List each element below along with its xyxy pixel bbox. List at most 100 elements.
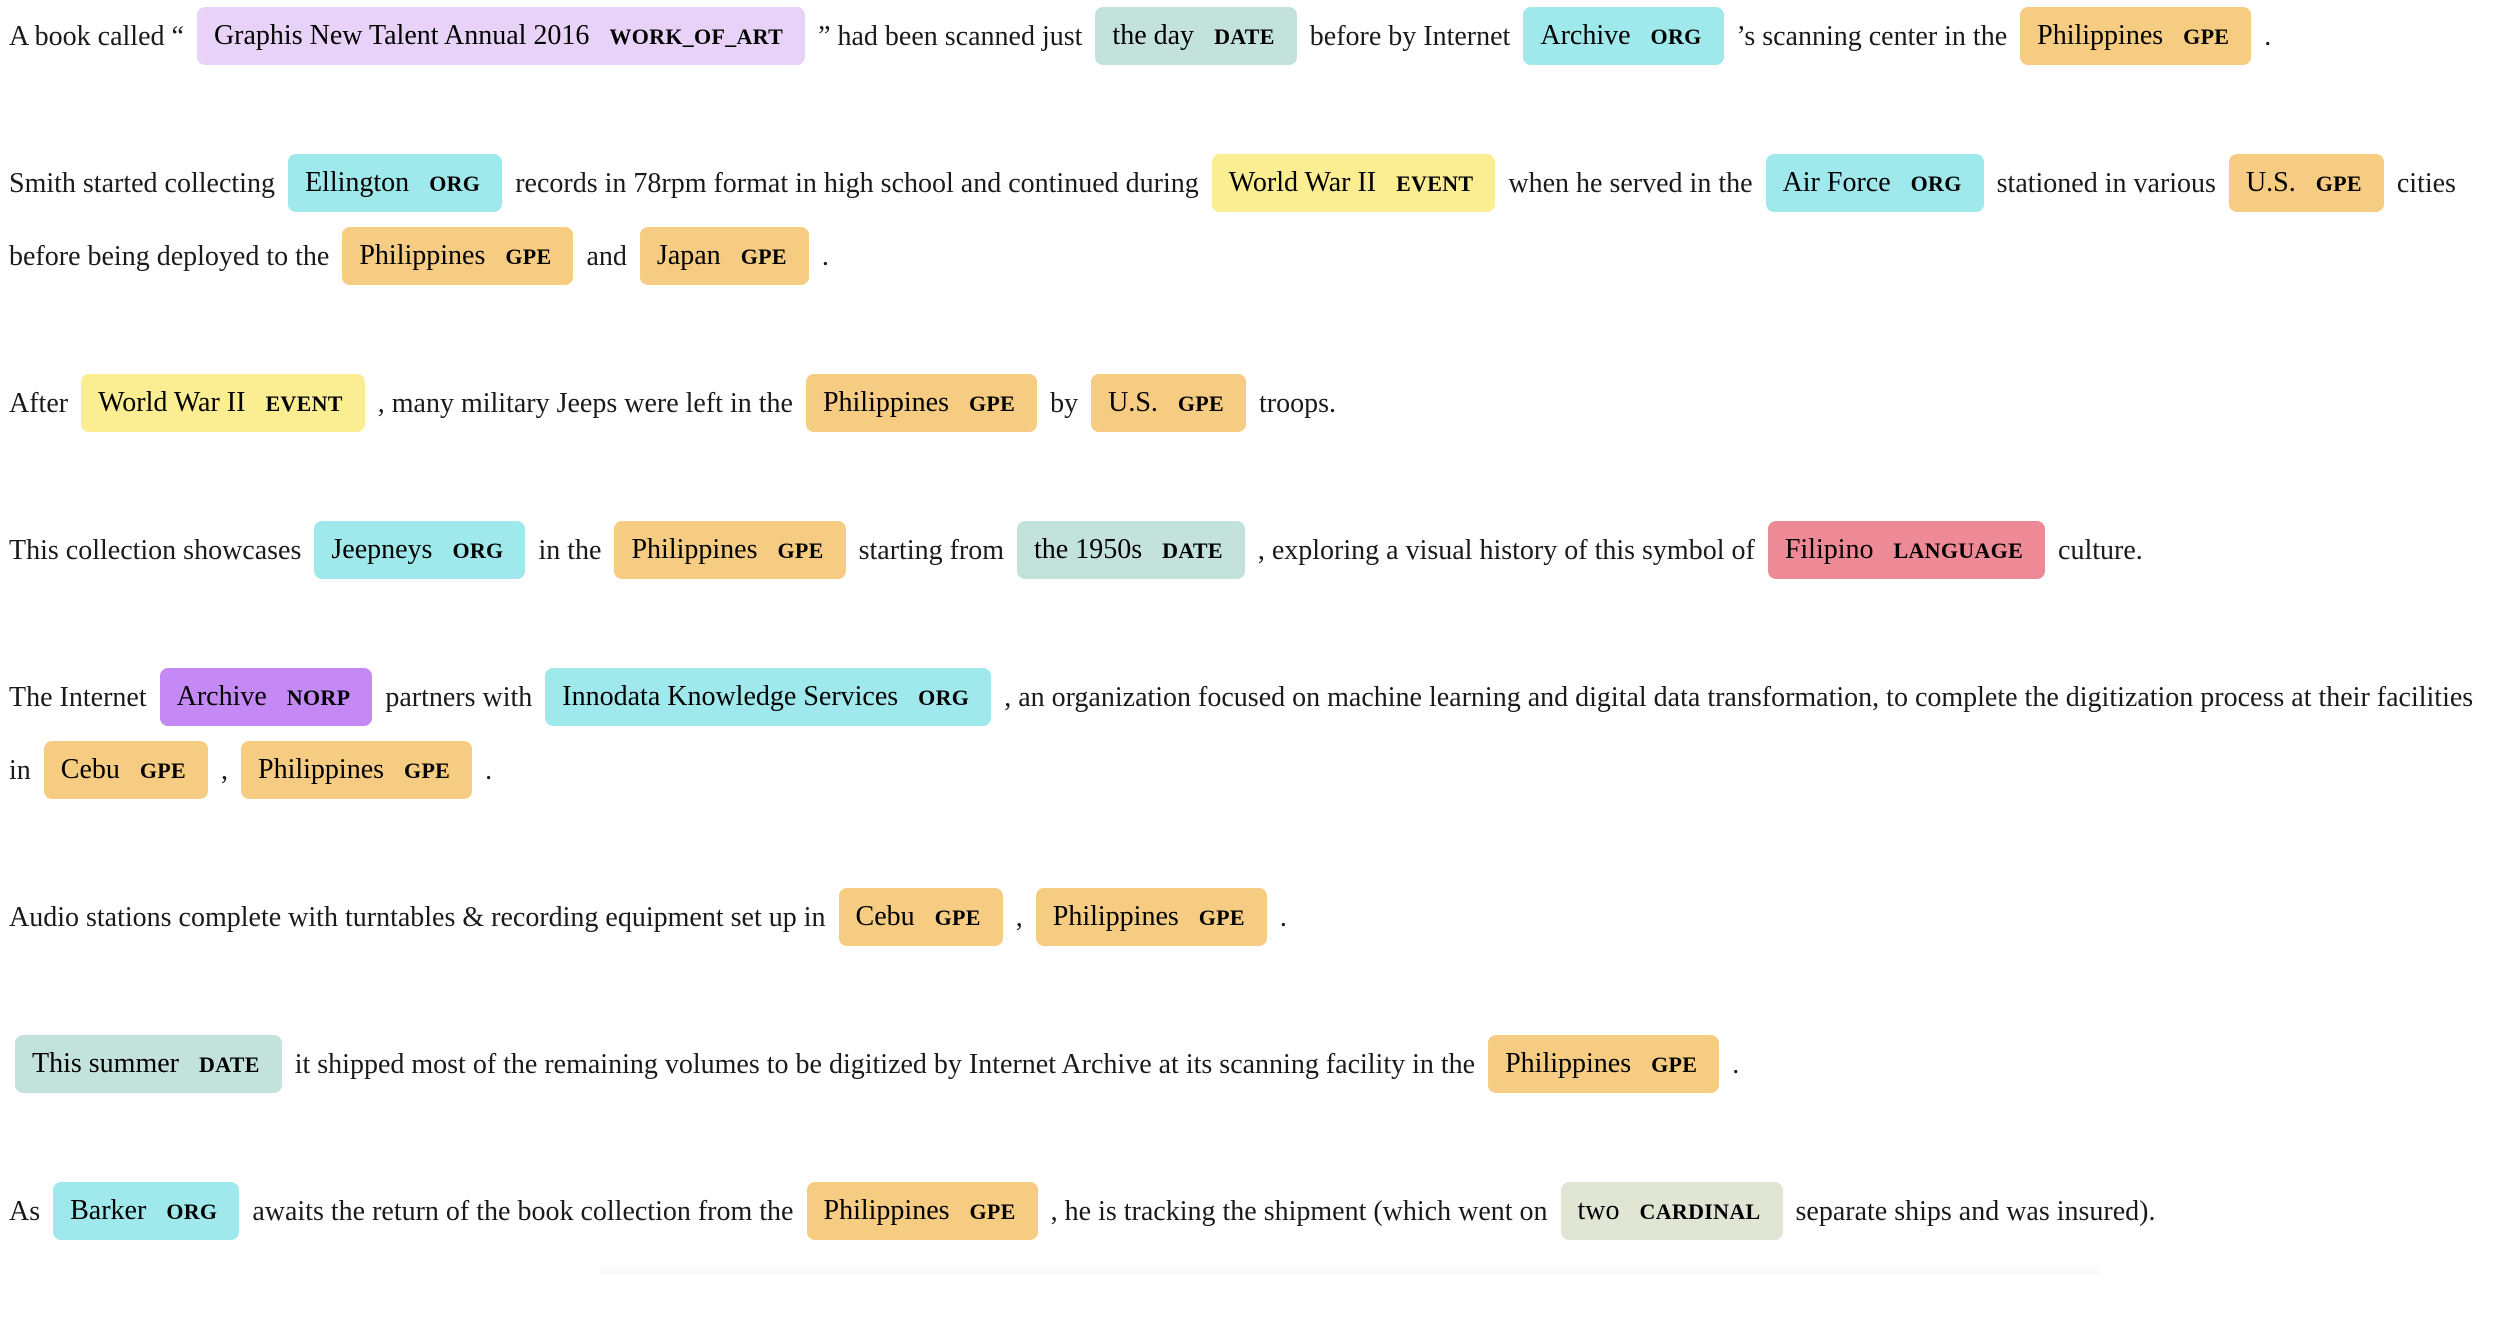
entity-highlight-org: Ellington ORG	[287, 153, 503, 212]
entity-text: Philippines	[823, 1194, 950, 1226]
entity-highlight-gpe: Philippines GPE	[1488, 1034, 1720, 1093]
entity-highlight-gpe: Philippines GPE	[2020, 6, 2252, 65]
entity-annotated-document: A book called “ Graphis New Talent Annua…	[9, 0, 2499, 1322]
entity-highlight-gpe: Japan GPE	[639, 226, 809, 285]
text-segment: and	[586, 241, 627, 272]
entity-highlight-org: Innodata Knowledge Services ORG	[545, 667, 992, 726]
text-segment: before by Internet	[1309, 21, 1511, 52]
text-segment: .	[1279, 902, 1287, 933]
text-segment: cities before being deployed to the	[9, 168, 2456, 272]
text-segment: it shipped most of the remaining volumes…	[294, 1049, 1476, 1080]
entity-label: ORG	[918, 684, 970, 710]
text-segment: records in 78rpm format in high school a…	[515, 168, 1199, 199]
entity-highlight-date: the 1950s DATE	[1017, 520, 1245, 579]
entity-highlight-event: World War II EVENT	[1211, 153, 1496, 212]
text-segment: As	[9, 1196, 41, 1227]
entity-label: ORG	[1910, 170, 1962, 196]
entity-text: Philippines	[631, 533, 758, 565]
entity-highlight-work-of-art: Graphis New Talent Annual 2016 WORK_OF_AR…	[196, 6, 806, 65]
entity-highlight-org: Barker ORG	[53, 1181, 240, 1240]
text-segment: awaits the return of the book collection…	[252, 1196, 794, 1227]
entity-text: Philippines	[1505, 1047, 1632, 1079]
entity-text: World War II	[1228, 166, 1377, 198]
entity-text: U.S.	[2245, 166, 2296, 198]
entity-label: GPE	[1651, 1051, 1698, 1077]
entity-highlight-org: Jeepneys ORG	[314, 520, 526, 579]
text-segment: , many military Jeeps were left in the	[377, 388, 793, 419]
paragraph: After World War II EVENT , many military …	[9, 367, 2499, 440]
entity-label: GPE	[404, 757, 451, 783]
entity-label: WORK_OF_ART	[609, 23, 784, 49]
entity-text: Archive	[176, 680, 267, 712]
entity-label: GPE	[969, 1198, 1016, 1224]
text-segment: .	[1732, 1049, 1740, 1080]
paragraph: The Internet Archive NORP partners with I…	[9, 661, 2499, 807]
entity-label: LANGUAGE	[1893, 537, 2024, 563]
entity-text: Filipino	[1784, 533, 1874, 565]
entity-highlight-norp: Archive NORP	[159, 667, 373, 726]
text-segment: when he served in the	[1508, 168, 1753, 199]
text-segment: .	[2264, 21, 2272, 52]
entity-text: the day	[1112, 19, 1195, 51]
text-segment: , an organization focused on machine lea…	[9, 682, 2474, 786]
entity-text: Air Force	[1782, 166, 1891, 198]
entity-highlight-gpe: Philippines GPE	[806, 1181, 1038, 1240]
entity-highlight-gpe: Philippines GPE	[805, 373, 1038, 432]
entity-text: Philippines	[822, 386, 949, 418]
entity-text: Japan	[656, 239, 721, 271]
entity-label: ORG	[166, 1198, 218, 1224]
entity-label: GPE	[139, 757, 187, 783]
entity-highlight-gpe: U.S. GPE	[2228, 153, 2384, 212]
text-segment: , exploring a visual history of this sym…	[1257, 535, 1755, 566]
entity-highlight-language: Filipino LANGUAGE	[1767, 520, 2046, 579]
text-segment: ,	[221, 755, 229, 786]
entity-highlight-gpe: Cebu GPE	[838, 887, 1003, 946]
paragraph: A book called “ Graphis New Talent Annua…	[9, 0, 2499, 73]
entity-highlight-org: Archive ORG	[1523, 6, 1724, 65]
entity-text: Barker	[70, 1194, 147, 1226]
entity-text: Philippines	[359, 239, 486, 271]
text-segment: starting from	[858, 535, 1005, 566]
text-segment: troops.	[1259, 388, 1337, 419]
entity-text: two	[1577, 1194, 1620, 1226]
entity-label: GPE	[1198, 904, 1245, 930]
entity-text: Graphis New Talent Annual 2016	[213, 19, 590, 51]
entity-highlight-gpe: Philippines GPE	[241, 740, 473, 799]
text-segment: .	[485, 755, 493, 786]
entity-label: ORG	[1650, 23, 1702, 49]
entity-label: GPE	[934, 904, 981, 930]
paragraph: Smith started collecting Ellington ORG re…	[9, 147, 2499, 293]
entity-highlight-gpe: Philippines GPE	[342, 226, 574, 285]
entity-label: DATE	[1214, 23, 1275, 49]
entity-highlight-date: This summer DATE	[15, 1034, 282, 1093]
entity-text: Ellington	[304, 166, 410, 198]
entity-label: GPE	[2183, 23, 2230, 49]
entity-label: DATE	[1162, 537, 1223, 563]
entity-text: Innodata Knowledge Services	[562, 680, 899, 712]
text-segment: This collection showcases	[9, 535, 302, 566]
entity-highlight-cardinal: two CARDINAL	[1560, 1181, 1783, 1240]
entity-highlight-gpe: U.S. GPE	[1091, 373, 1247, 432]
entity-label: EVENT	[1396, 170, 1474, 196]
entity-text: World War II	[98, 386, 246, 418]
entity-label: EVENT	[265, 390, 343, 416]
text-segment: by	[1050, 388, 1079, 419]
paragraph: This collection showcases Jeepneys ORG in…	[9, 514, 2499, 587]
text-segment: A book called “	[9, 21, 184, 52]
text-segment: Smith started collecting	[9, 168, 275, 199]
entity-highlight-gpe: Cebu GPE	[43, 740, 209, 799]
entity-text: This summer	[32, 1047, 179, 1079]
entity-text: Jeepneys	[331, 533, 433, 565]
entity-highlight-org: Air Force ORG	[1765, 153, 1984, 212]
entity-highlight-date: the day DATE	[1095, 6, 1297, 65]
text-segment: stationed in various	[1996, 168, 2216, 199]
paragraph: Audio stations complete with turntables …	[9, 881, 2499, 954]
text-segment: , he is tracking the shipment (which wen…	[1050, 1196, 1548, 1227]
entity-label: GPE	[777, 537, 824, 563]
entity-label: NORP	[286, 684, 351, 710]
entity-label: CARDINAL	[1639, 1198, 1761, 1224]
paragraph: As Barker ORG awaits the return of the bo…	[9, 1175, 2499, 1248]
text-segment: partners with	[385, 682, 533, 713]
entity-label: GPE	[968, 390, 1016, 416]
entity-highlight-event: World War II EVENT	[81, 373, 365, 432]
